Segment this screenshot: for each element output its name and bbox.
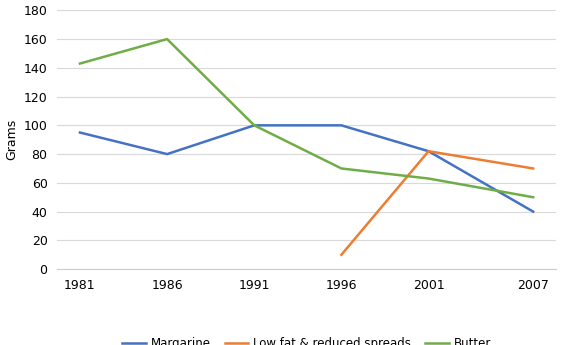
Butter xyxy=(338,166,345,170)
Low fat & reduced spreads xyxy=(338,253,345,257)
Butter xyxy=(164,37,171,41)
Y-axis label: Grams: Grams xyxy=(5,119,18,160)
Butter xyxy=(251,123,258,127)
Low fat & reduced spreads xyxy=(425,149,432,153)
Low fat & reduced spreads xyxy=(529,166,536,170)
Margarine xyxy=(77,130,84,135)
Margarine xyxy=(425,149,432,153)
Butter xyxy=(529,195,536,199)
Margarine xyxy=(529,209,536,214)
Legend: Margarine, Low fat & reduced spreads, Butter: Margarine, Low fat & reduced spreads, Bu… xyxy=(117,332,496,345)
Line: Low fat & reduced spreads: Low fat & reduced spreads xyxy=(342,151,533,255)
Line: Margarine: Margarine xyxy=(80,125,533,211)
Line: Butter: Butter xyxy=(80,39,533,197)
Margarine xyxy=(338,123,345,127)
Margarine xyxy=(164,152,171,156)
Margarine xyxy=(251,123,258,127)
Butter xyxy=(425,177,432,181)
Butter xyxy=(77,61,84,66)
